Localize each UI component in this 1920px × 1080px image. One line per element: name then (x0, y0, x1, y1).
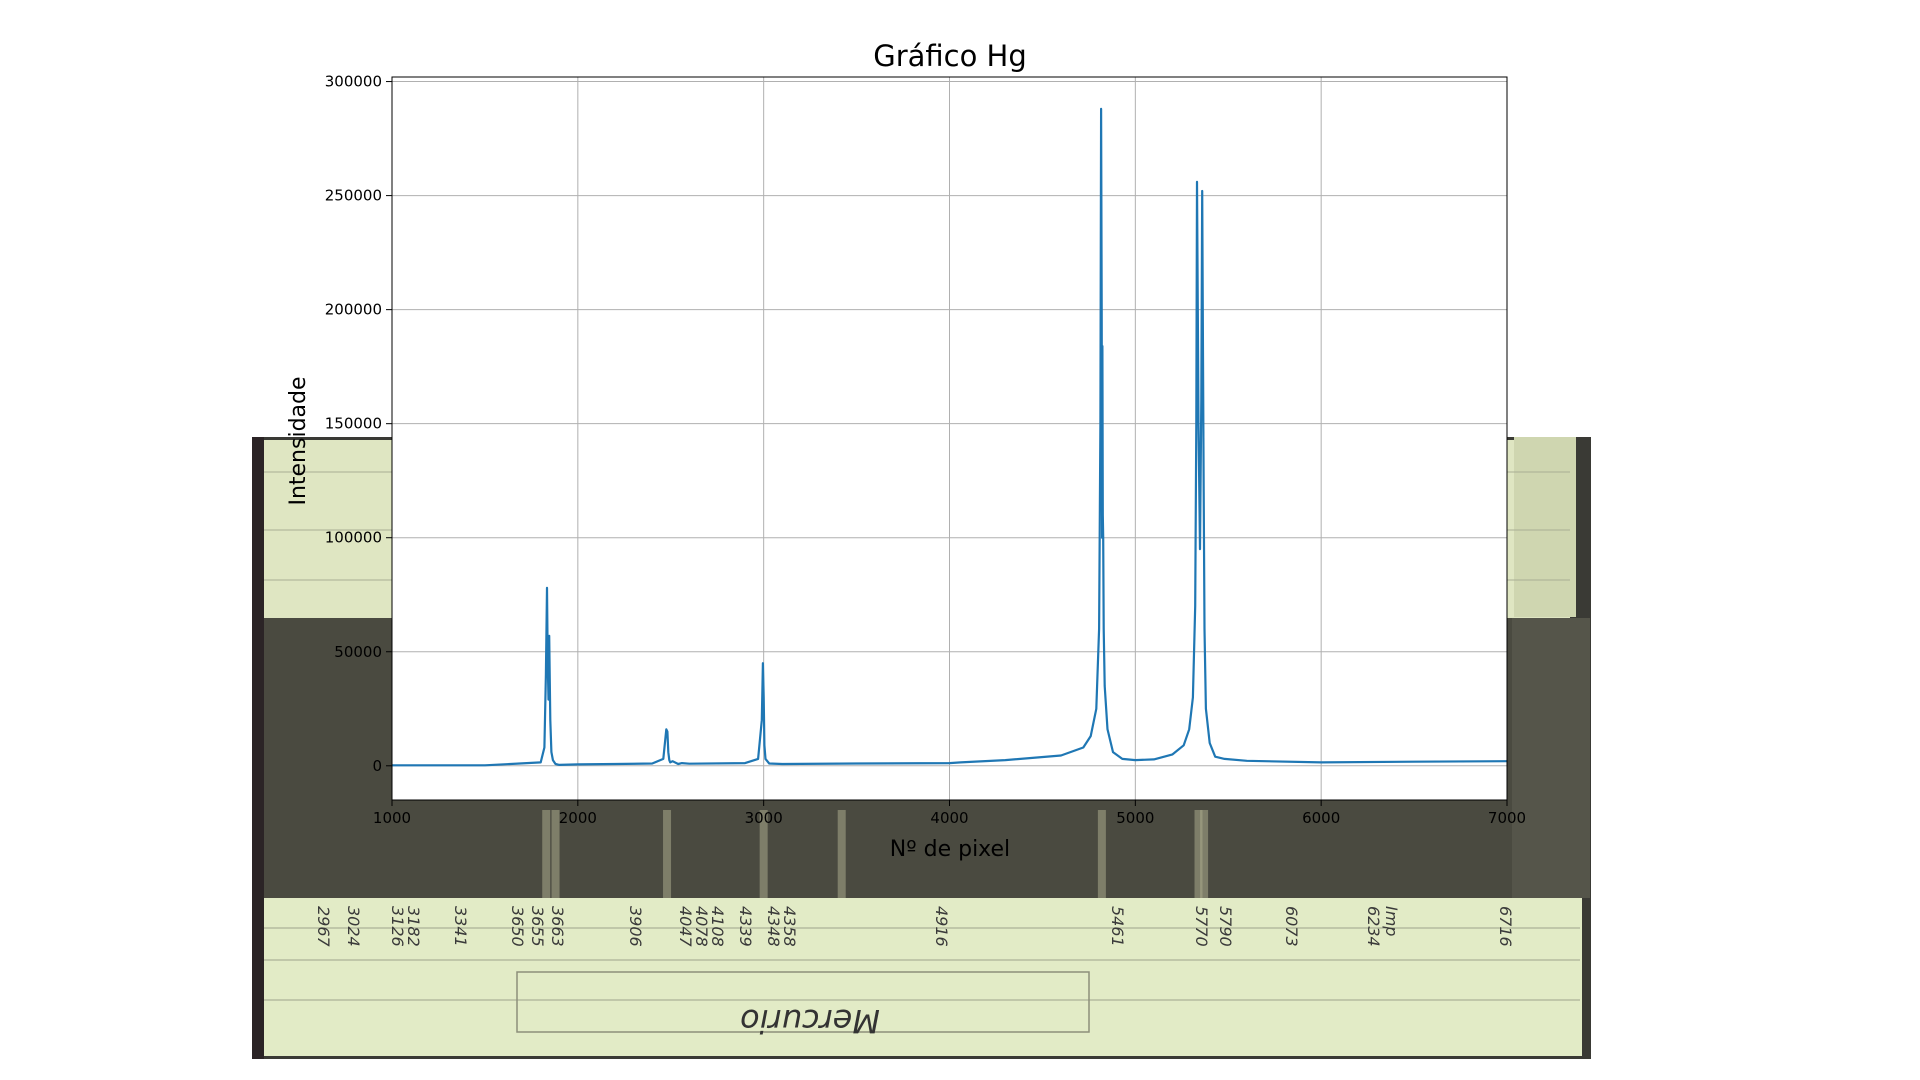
handwritten-label: 4339 (736, 906, 755, 947)
handwritten-label: 3663 (548, 906, 567, 947)
handwritten-label: Imp (1382, 906, 1401, 936)
spectral-lines-group (542, 810, 1209, 898)
handwritten-label: 6234 (1364, 906, 1383, 947)
handwritten-label: 4108 (708, 906, 727, 947)
handwritten-label-mercurio: Mercurio (740, 1002, 880, 1040)
handwritten-label: 3126 (388, 906, 407, 947)
plate-spectral-streak (542, 810, 551, 898)
y-tick-label: 200000 (325, 301, 382, 319)
y-tick-label: 0 (372, 757, 382, 775)
handwritten-label: 4047 (676, 906, 695, 948)
handwritten-label: 3650 (508, 906, 527, 947)
y-tick-label: 250000 (325, 187, 382, 205)
handwritten-label: 4078 (692, 906, 711, 947)
handwritten-label: 2967 (314, 906, 333, 948)
plate-spectral-streak (837, 810, 846, 898)
x-tick-label: 3000 (745, 809, 783, 827)
handwritten-label: 6073 (1282, 906, 1301, 947)
y-axis-label: Intensidade (286, 376, 311, 505)
y-tick-label: 300000 (325, 73, 382, 91)
handwritten-label: 5770 (1192, 906, 1211, 947)
handwritten-label: 3906 (626, 906, 645, 947)
x-axis-label: Nº de pixel (890, 837, 1010, 862)
chart-title: Gráfico Hg (873, 39, 1027, 73)
x-axis-ticks: 1000 2000 3000 4000 5000 6000 7000 (373, 800, 1526, 827)
x-tick-label: 1000 (373, 809, 411, 827)
plate-spectral-streak (759, 810, 768, 898)
x-tick-label: 7000 (1488, 809, 1526, 827)
handwritten-label: 3024 (344, 906, 363, 947)
y-tick-label: 50000 (334, 643, 382, 661)
handwritten-label: 6716 (1496, 906, 1515, 947)
x-tick-label: 6000 (1302, 809, 1340, 827)
handwritten-label: 5790 (1216, 906, 1235, 947)
handwritten-label: 4916 (932, 906, 951, 947)
plot-area: 1000 2000 3000 4000 5000 6000 7000 0 50000 10000… (325, 73, 1526, 827)
x-tick-label: 4000 (930, 809, 968, 827)
handwritten-label: 3182 (404, 906, 423, 947)
plate-spectral-streak (551, 810, 560, 898)
y-axis-ticks: 0 50000 100000 150000 200000 250000 300000 (325, 73, 392, 775)
plate-spectral-streak (1194, 810, 1203, 898)
plate-spectral-streak (1097, 810, 1106, 898)
handwritten-label: 3341 (451, 906, 470, 947)
handwritten-label: 4348 (764, 906, 783, 947)
plate-spectral-streak (1200, 810, 1209, 898)
x-tick-label: 5000 (1116, 809, 1154, 827)
plate-spectral-streak (663, 810, 672, 898)
handwritten-label: 4358 (780, 906, 799, 947)
handwritten-label: 5461 (1108, 906, 1127, 947)
y-tick-label: 150000 (325, 415, 382, 433)
x-tick-label: 2000 (559, 809, 597, 827)
handwritten-label: 3655 (528, 906, 547, 947)
y-tick-label: 100000 (325, 529, 382, 547)
series-line-hg-spectrum (392, 107, 1508, 767)
